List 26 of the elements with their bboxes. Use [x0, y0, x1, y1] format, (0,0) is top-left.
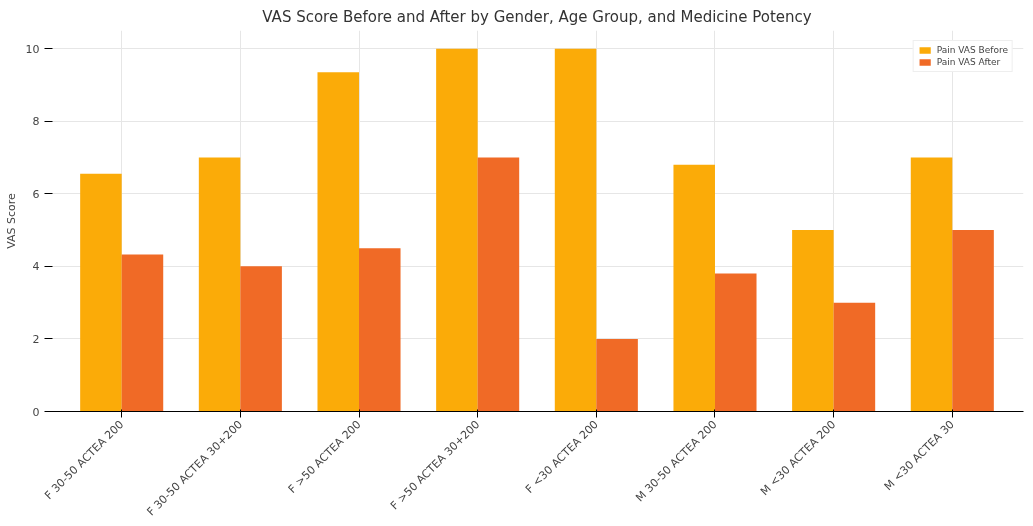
y-axis-title: VAS Score — [4, 192, 18, 249]
y-tick-label: 4 — [32, 260, 40, 274]
legend-label: Pain VAS Before — [936, 45, 1008, 55]
bar — [833, 302, 876, 412]
bar — [80, 173, 122, 412]
chart-title: VAS Score Before and After by Gender, Age Group, and Medicine Potency — [262, 7, 812, 26]
bar — [477, 157, 520, 412]
y-tick-label: 6 — [32, 187, 40, 201]
bar — [554, 48, 597, 412]
bar — [714, 273, 757, 412]
y-tick-label: 2 — [32, 332, 40, 346]
bar — [240, 266, 282, 412]
bar — [792, 230, 834, 412]
legend-label: Pain VAS After — [936, 57, 1001, 67]
y-tick-label: 10 — [25, 42, 40, 56]
bar — [121, 254, 164, 412]
bar — [436, 48, 478, 412]
bar — [198, 157, 241, 412]
bar — [596, 338, 638, 412]
bar — [317, 72, 360, 412]
y-tick-label: 8 — [32, 115, 40, 129]
bar — [359, 248, 401, 412]
bar — [910, 157, 953, 412]
bar — [952, 230, 994, 412]
y-tick-label: 0 — [32, 405, 40, 419]
bar — [673, 164, 715, 412]
